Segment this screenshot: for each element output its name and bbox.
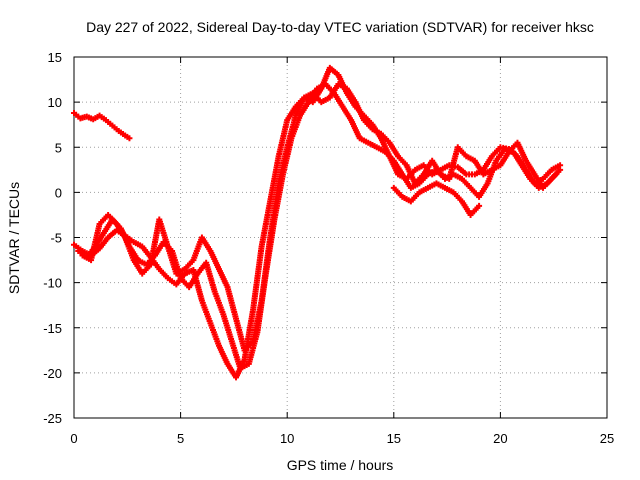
y-tick-label: 15 bbox=[48, 50, 62, 65]
chart-title: Day 227 of 2022, Sidereal Day-to-day VTE… bbox=[86, 19, 594, 35]
data-point bbox=[557, 166, 564, 173]
y-tick-label: -10 bbox=[43, 276, 62, 291]
x-tick-label: 0 bbox=[70, 431, 77, 446]
y-axis-label: SDTVAR / TECUs bbox=[6, 182, 22, 294]
data-point bbox=[126, 135, 133, 142]
series-track-early bbox=[71, 109, 133, 142]
y-tick-label: 5 bbox=[55, 140, 62, 155]
series-track-c bbox=[79, 81, 564, 354]
y-tick-label: 0 bbox=[55, 185, 62, 200]
data-point bbox=[476, 202, 483, 209]
x-tick-label: 15 bbox=[387, 431, 401, 446]
x-tick-label: 25 bbox=[600, 431, 614, 446]
y-tick-label: 10 bbox=[48, 95, 62, 110]
x-tick-label: 5 bbox=[177, 431, 184, 446]
y-tick-label: -5 bbox=[50, 231, 62, 246]
x-axis-label: GPS time / hours bbox=[287, 457, 394, 473]
series-track-a bbox=[71, 64, 564, 381]
y-tick-label: -25 bbox=[43, 411, 62, 426]
series-track-d bbox=[390, 180, 483, 218]
data-series bbox=[71, 64, 564, 381]
axis-ticks: 0 5 10 15 20 25 -25 -20 -15 -10 -5 0 5 10 15 bbox=[43, 50, 614, 446]
y-tick-label: -20 bbox=[43, 366, 62, 381]
y-tick-label: -15 bbox=[43, 321, 62, 336]
x-tick-label: 10 bbox=[280, 431, 294, 446]
x-tick-label: 20 bbox=[493, 431, 507, 446]
